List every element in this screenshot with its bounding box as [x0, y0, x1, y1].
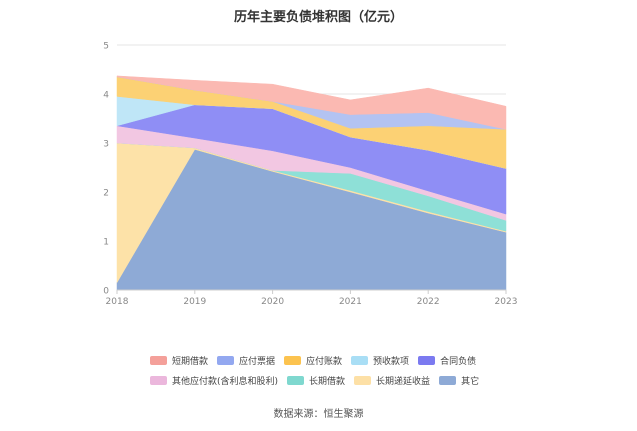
x-tick-label: 2019 [183, 297, 206, 307]
y-tick-label: 3 [103, 140, 109, 150]
legend-swatch [284, 356, 302, 365]
legend-swatch [217, 356, 235, 365]
legend-swatch [418, 356, 436, 365]
legend-row: 其他应付款(含利息和股利) 长期借款 长期递延收益 其它 [150, 372, 510, 389]
legend-swatch [439, 376, 457, 385]
legend-item[interactable]: 其它 [439, 374, 479, 387]
legend-label: 应付票据 [239, 357, 276, 367]
legend-item[interactable]: 长期递延收益 [354, 374, 430, 387]
x-tick-label: 2022 [417, 297, 440, 307]
x-tick-label: 2020 [261, 297, 284, 307]
legend-item[interactable]: 应付账款 [284, 354, 342, 367]
legend-item[interactable]: 预收款项 [351, 354, 409, 367]
area-series-group [116, 75, 507, 291]
legend-swatch [354, 376, 372, 385]
legend-label: 其他应付款(含利息和股利) [172, 377, 279, 387]
legend-swatch [150, 356, 167, 365]
x-tick-label: 2023 [495, 297, 518, 307]
legend-item[interactable]: 长期借款 [287, 374, 345, 387]
x-tick-label: 2018 [106, 297, 129, 307]
legend-label: 长期借款 [309, 377, 346, 387]
y-tick-label: 1 [103, 238, 109, 248]
y-tick-label: 2 [103, 189, 109, 199]
legend-label: 合同负债 [440, 357, 477, 367]
legend-row: 短期借款 应付票据 应付账款 预收款项 合同负债 [150, 352, 510, 369]
area-series-8 [116, 75, 507, 130]
legend-item[interactable]: 其他应付款(含利息和股利) [150, 374, 278, 387]
legend-item[interactable]: 短期借款 [150, 354, 208, 367]
legend-swatch [287, 376, 305, 385]
legend-item[interactable]: 合同负债 [418, 354, 476, 367]
legend-label: 长期递延收益 [376, 377, 431, 387]
legend-swatch [351, 356, 369, 365]
legend: 短期借款 应付票据 应付账款 预收款项 合同负债 其他应付款(含利息和股利) 长期借款 长期… [150, 352, 510, 392]
legend-item[interactable]: 应付票据 [217, 354, 275, 367]
legend-label: 其它 [461, 377, 480, 387]
legend-label: 应付账款 [306, 357, 343, 367]
chart-title: 历年主要负债堆积图（亿元） [233, 10, 403, 25]
legend-swatch [150, 376, 167, 385]
legend-label: 预收款项 [373, 357, 410, 367]
legend-label: 短期借款 [172, 357, 209, 367]
y-tick-label: 0 [103, 287, 109, 297]
axes: 0 1 2 3 4 5 2018 2019 2020 2021 2022 2023 [103, 42, 517, 308]
x-tick-label: 2021 [339, 297, 362, 307]
y-tick-label: 5 [103, 42, 109, 52]
y-tick-label: 4 [103, 91, 109, 101]
data-source-note: 数据来源：恒生聚源 [273, 409, 364, 420]
